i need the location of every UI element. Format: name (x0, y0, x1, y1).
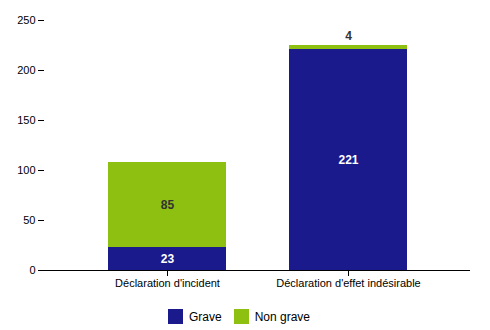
svg-text:50: 50 (23, 214, 35, 226)
svg-text:4: 4 (345, 29, 352, 43)
svg-text:0: 0 (29, 264, 35, 276)
svg-text:Déclaration d'incident: Déclaration d'incident (115, 277, 220, 289)
svg-text:85: 85 (161, 198, 175, 212)
svg-text:100: 100 (17, 164, 35, 176)
svg-text:Déclaration d'effet indésirabl: Déclaration d'effet indésirable (276, 277, 420, 289)
svg-text:23: 23 (161, 252, 175, 266)
html-text:Non grave: Non grave (254, 309, 310, 324)
svg-text:150: 150 (17, 114, 35, 126)
svg-text:221: 221 (338, 153, 358, 167)
html-text:Grave: Grave (189, 309, 222, 324)
svg-text:250: 250 (17, 14, 35, 26)
svg-text:200: 200 (17, 64, 35, 76)
